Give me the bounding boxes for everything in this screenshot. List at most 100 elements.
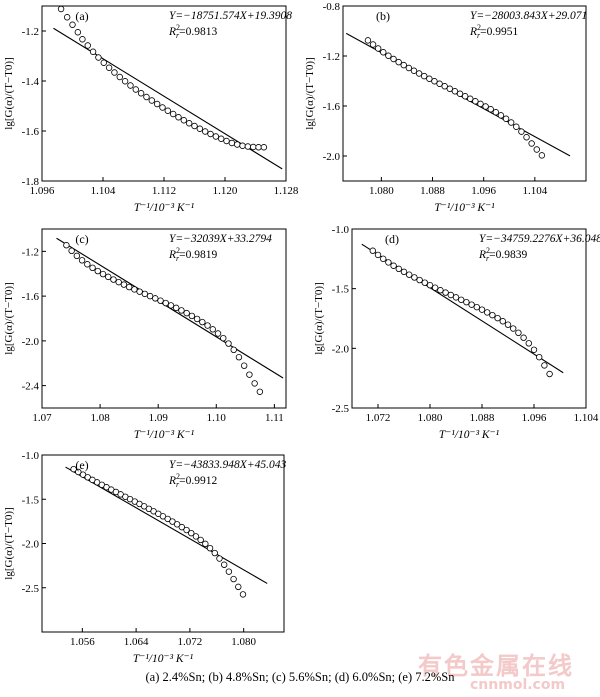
y-tick-label: -1.6 (22, 126, 40, 138)
data-point (191, 122, 198, 130)
data-point (416, 276, 423, 284)
chart-panel-5: 1.056 1.064 1.072 1.080 -1.0 -1.5 -2.0 -2.5 (e) Y… (3, 450, 286, 665)
fit-equation: Y=−18751.574X+19.3908 (169, 10, 292, 22)
data-point (494, 314, 501, 322)
data-point (473, 303, 480, 311)
x-tick-label: 1.088 (470, 412, 495, 424)
data-point (169, 110, 177, 118)
data-point (484, 309, 491, 316)
data-point (137, 90, 145, 97)
data-point (212, 133, 220, 140)
y-tick-label: -2.5 (22, 583, 40, 595)
data-point (235, 583, 242, 591)
chart-panel-2: 1.080 1.088 1.096 1.104 -0.8 -1.2 -1.6 -2.0 (b) Y… (304, 1, 587, 214)
r-squared-sup: 2 (176, 246, 180, 255)
data-point (183, 309, 190, 317)
y-tick-label: -1.8 (22, 176, 40, 188)
x-tick-label: 1.104 (91, 185, 116, 197)
y-tick-label: -2.0 (323, 151, 341, 163)
data-point (192, 533, 200, 540)
x-tick-label: 1.096 (30, 185, 55, 197)
data-point (456, 90, 464, 97)
data-point (75, 468, 82, 476)
data-point (214, 330, 222, 337)
y-tick-label: -2.0 (22, 336, 40, 348)
y-tick-label: -1.4 (22, 76, 40, 88)
data-point (207, 130, 214, 138)
data-point (63, 14, 71, 21)
r-squared-sup: 2 (486, 246, 490, 255)
data-point (385, 259, 392, 266)
plot-frame (41, 454, 285, 633)
data-point (520, 334, 527, 341)
data-point (233, 141, 241, 148)
y-tick-label: -1.5 (22, 494, 40, 506)
data-point (541, 362, 548, 369)
data-point (148, 97, 155, 104)
data-point (502, 115, 510, 122)
x-axis-label: T⁻¹/10⁻³ K⁻¹ (434, 202, 495, 214)
data-point (70, 465, 77, 473)
data-point (159, 104, 166, 111)
data-point (390, 55, 397, 63)
y-tick-label: -2.4 (22, 381, 40, 393)
data-point (99, 270, 107, 278)
data-point (211, 549, 218, 557)
data-point (452, 294, 460, 301)
y-tick-label: -1.0 (332, 224, 350, 236)
x-tick-label: 1.120 (213, 185, 238, 197)
plot-frame (351, 228, 587, 409)
data-point (141, 290, 149, 298)
data-point (421, 279, 428, 286)
data-point (84, 261, 91, 268)
data-point (374, 45, 382, 52)
data-point (178, 307, 185, 314)
data-point (538, 152, 546, 159)
y-tick-label: -0.8 (323, 1, 341, 13)
data-point (239, 591, 247, 598)
data-point (206, 544, 214, 552)
y-tick-label: -1.6 (323, 101, 341, 113)
data-point (100, 59, 107, 66)
watermark: 有色金属在线 (418, 652, 574, 680)
data-point (202, 540, 209, 548)
data-point (199, 318, 206, 326)
data-point (180, 117, 188, 124)
plot-frame (342, 5, 587, 182)
data-point (79, 471, 87, 478)
x-tick-label: 1.128 (274, 185, 299, 197)
data-point (220, 334, 227, 342)
data-point (74, 29, 82, 36)
data-point (441, 83, 448, 90)
data-point (426, 75, 433, 82)
data-point (78, 257, 86, 264)
data-point (121, 78, 129, 85)
x-tick-label: 1.080 (231, 636, 256, 648)
data-point (169, 518, 176, 525)
x-axis-label: T⁻¹/10⁻³ K⁻¹ (134, 429, 195, 441)
data-point (116, 73, 123, 81)
data-point (68, 247, 75, 255)
x-tick-label: 1.104 (574, 412, 599, 424)
data-point (426, 282, 434, 289)
r-squared-value: =0.9839 (489, 249, 527, 261)
data-point (431, 78, 438, 85)
data-point (436, 80, 443, 87)
data-point (400, 61, 407, 69)
data-point (533, 146, 540, 153)
data-point (105, 273, 112, 281)
data-point (89, 48, 97, 55)
data-point (73, 252, 81, 260)
x-tick-label: 1.072 (178, 636, 203, 648)
y-tick-label: -2.5 (332, 403, 350, 415)
data-point (79, 36, 86, 43)
data-point (216, 555, 223, 562)
data-point (447, 291, 454, 299)
data-point (193, 315, 201, 323)
y-tick-label: -1.2 (323, 51, 340, 63)
data-point (230, 575, 237, 583)
data-point (89, 264, 96, 272)
figure-caption: (a) 2.4%Sn; (b) 4.8%Sn; (c) 5.6%Sn; (d) … (145, 670, 455, 684)
r-squared: R2 r=0.9819 (168, 246, 218, 263)
data-point (400, 268, 408, 276)
